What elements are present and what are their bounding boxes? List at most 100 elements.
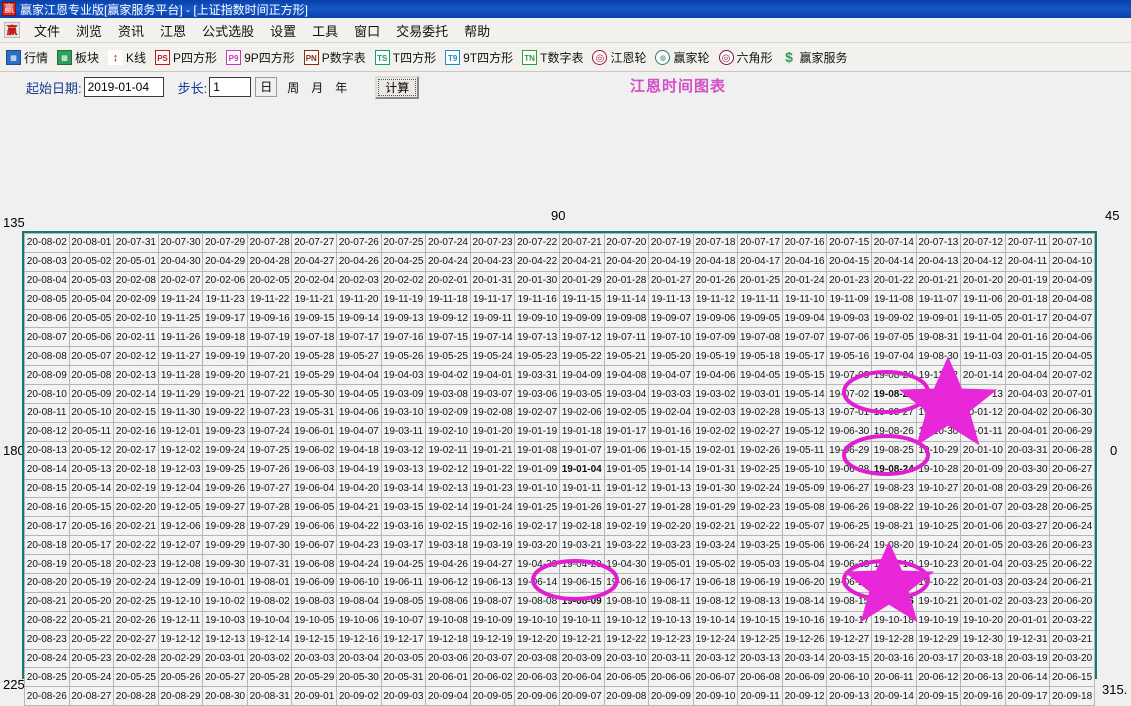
toolbar-button-kline[interactable]: ↕ K线 <box>108 49 146 66</box>
gann-cell[interactable]: 20-04-27 <box>291 251 338 272</box>
gann-cell[interactable]: 20-02-18 <box>113 459 159 480</box>
gann-cell[interactable]: 20-05-14 <box>68 478 115 499</box>
gann-cell[interactable]: 20-05-22 <box>68 629 115 650</box>
gann-cell[interactable]: 19-11-17 <box>469 289 516 310</box>
gann-cell[interactable]: 19-01-19 <box>514 421 560 442</box>
gann-cell[interactable]: 19-07-13 <box>514 327 560 348</box>
gann-cell[interactable]: 20-01-07 <box>960 497 1006 518</box>
gann-cell[interactable]: 19-09-22 <box>202 403 248 423</box>
gann-cell[interactable]: 19-08-13 <box>737 591 783 612</box>
gann-cell[interactable]: 19-04-18 <box>336 440 382 461</box>
gann-cell[interactable]: 19-12-16 <box>336 629 382 650</box>
gann-cell[interactable]: 19-01-17 <box>603 421 650 442</box>
gann-cell[interactable]: 20-05-17 <box>68 535 115 556</box>
gann-cell[interactable]: 19-03-10 <box>380 403 427 423</box>
gann-cell[interactable]: 20-06-30 <box>1049 403 1095 423</box>
gann-cell[interactable]: 19-07-03 <box>826 365 872 386</box>
gann-cell[interactable]: 20-08-16 <box>24 497 70 518</box>
gann-cell[interactable]: 19-06-26 <box>826 497 872 518</box>
gann-cell[interactable]: 19-06-01 <box>291 421 338 442</box>
gann-cell[interactable]: 20-08-13 <box>24 440 70 461</box>
gann-cell[interactable]: 20-06-04 <box>558 667 605 688</box>
menu-item-trade[interactable]: 交易委托 <box>396 23 449 39</box>
gann-cell[interactable]: 19-11-10 <box>781 289 828 310</box>
gann-cell[interactable]: 19-02-05 <box>603 403 650 423</box>
gann-cell[interactable]: 19-07-24 <box>246 421 293 442</box>
gann-cell[interactable]: 20-02-24 <box>113 573 159 593</box>
gann-cell[interactable]: 19-12-06 <box>157 516 204 537</box>
gann-cell[interactable]: 19-12-22 <box>603 629 650 650</box>
gann-cell[interactable]: 20-04-09 <box>1049 270 1095 291</box>
gann-cell[interactable]: 19-12-11 <box>157 610 204 631</box>
gann-cell[interactable]: 19-05-04 <box>781 554 828 575</box>
gann-cell[interactable]: 20-03-14 <box>781 648 828 669</box>
gann-cell[interactable]: 19-08-15 <box>826 591 872 612</box>
gann-cell[interactable]: 19-02-06 <box>558 403 605 423</box>
gann-cell[interactable]: 19-02-16 <box>469 516 516 537</box>
gann-cell[interactable]: 20-09-09 <box>648 686 694 706</box>
gann-cell[interactable]: 20-07-26 <box>336 233 382 253</box>
gann-cell[interactable]: 19-09-15 <box>291 308 338 329</box>
gann-cell[interactable]: 20-05-21 <box>68 610 115 631</box>
gann-cell[interactable]: 20-01-16 <box>1004 327 1051 348</box>
gann-cell[interactable]: 20-04-13 <box>915 251 962 272</box>
gann-cell[interactable]: 19-11-04 <box>960 327 1006 348</box>
gann-cell[interactable]: 19-07-19 <box>246 327 293 348</box>
gann-cell[interactable]: 20-01-10 <box>960 440 1006 461</box>
gann-cell[interactable]: 19-03-31 <box>514 365 560 386</box>
gann-cell[interactable]: 19-08-31 <box>915 327 962 348</box>
gann-cell[interactable]: 20-08-30 <box>202 686 248 706</box>
gann-cell[interactable]: 20-08-15 <box>24 478 70 499</box>
gann-cell[interactable]: 19-04-08 <box>603 365 650 386</box>
gann-cell[interactable]: 19-11-03 <box>960 346 1006 367</box>
gann-cell[interactable]: 20-01-14 <box>960 365 1006 386</box>
gann-cell[interactable]: 19-04-03 <box>380 365 427 386</box>
gann-cell[interactable]: 20-08-23 <box>24 629 70 650</box>
gann-cell[interactable]: 20-03-03 <box>291 648 338 669</box>
gann-cell[interactable]: 20-03-05 <box>380 648 427 669</box>
gann-cell[interactable]: 19-01-18 <box>558 421 605 442</box>
gann-cell[interactable]: 19-05-22 <box>558 346 605 367</box>
gann-cell[interactable]: 19-10-20 <box>960 610 1006 631</box>
unit-year-button[interactable]: 年 <box>335 80 348 95</box>
gann-cell[interactable]: 20-08-04 <box>24 270 70 291</box>
gann-cell[interactable]: 19-08-05 <box>380 591 427 612</box>
gann-cell[interactable]: 19-10-26 <box>915 497 962 518</box>
gann-cell[interactable]: 19-11-08 <box>870 289 917 310</box>
gann-cell[interactable]: 20-04-01 <box>1004 421 1051 442</box>
gann-cell[interactable]: 19-12-17 <box>380 629 427 650</box>
gann-cell[interactable]: 20-09-17 <box>1004 686 1051 706</box>
gann-cell[interactable]: 19-11-26 <box>157 327 204 348</box>
gann-cell[interactable]: 20-02-12 <box>113 346 159 367</box>
gann-cell[interactable]: 20-02-17 <box>113 440 159 461</box>
gann-cell[interactable]: 20-05-04 <box>68 289 115 310</box>
gann-cell[interactable]: 20-06-22 <box>1049 554 1095 575</box>
gann-cell[interactable]: 20-07-19 <box>648 233 694 253</box>
gann-cell[interactable]: 20-01-23 <box>826 270 872 291</box>
gann-cell[interactable]: 20-05-08 <box>68 365 115 386</box>
gann-cell[interactable]: 19-11-12 <box>692 289 739 310</box>
gann-cell[interactable]: 19-02-10 <box>425 421 471 442</box>
gann-cell[interactable]: 19-02-11 <box>425 440 471 461</box>
gann-cell[interactable]: 19-08-21 <box>870 516 917 537</box>
toolbar-button-p-square[interactable]: PS P四方形 <box>155 49 217 66</box>
unit-day-button[interactable]: 日 <box>255 77 278 97</box>
gann-cell[interactable]: 20-08-19 <box>24 554 70 575</box>
gann-cell[interactable]: 20-02-20 <box>113 497 159 518</box>
gann-cell[interactable]: 19-04-21 <box>336 497 382 518</box>
gann-cell[interactable]: 19-09-12 <box>425 308 471 329</box>
unit-week-button[interactable]: 周 <box>287 80 300 95</box>
gann-cell[interactable]: 20-05-28 <box>246 667 293 688</box>
gann-cell[interactable]: 20-04-08 <box>1049 289 1095 310</box>
gann-cell[interactable]: 20-01-19 <box>1004 270 1051 291</box>
gann-cell[interactable]: 19-12-31 <box>1004 629 1051 650</box>
gann-cell[interactable]: 20-03-22 <box>1049 610 1095 631</box>
gann-cell[interactable]: 20-06-24 <box>1049 516 1095 537</box>
gann-cell[interactable]: 20-04-18 <box>692 251 739 272</box>
gann-cell[interactable]: 19-09-08 <box>603 308 650 329</box>
toolbar-button-winner-wheel[interactable]: ◍ 赢家轮 <box>655 49 710 66</box>
gann-cell[interactable]: 19-07-28 <box>246 497 293 518</box>
gann-cell[interactable]: 19-12-20 <box>514 629 560 650</box>
menu-item-tools[interactable]: 工具 <box>312 23 339 39</box>
gann-cell[interactable]: 20-06-14 <box>1004 667 1051 688</box>
